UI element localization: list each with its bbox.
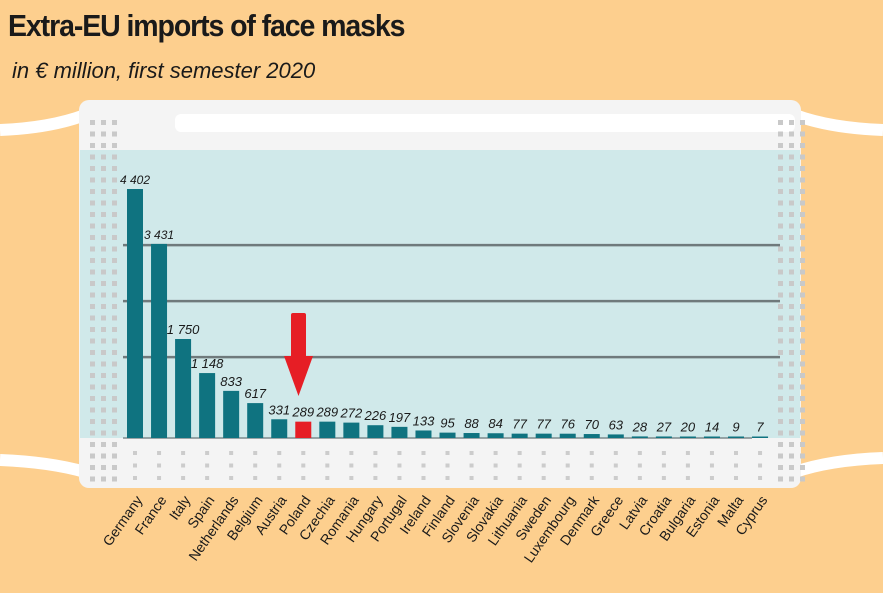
bar-finland (439, 432, 456, 438)
data-label: 3 431 (144, 228, 174, 242)
data-label: 4 402 (120, 173, 150, 187)
bar-luxembourg (559, 433, 576, 438)
data-label: 95 (440, 416, 455, 431)
bar-hungary (367, 425, 384, 438)
data-label: 7 (756, 420, 764, 435)
mask-strap-left-bottom (0, 454, 87, 478)
chart-subtitle: in € million, first semester 2020 (12, 58, 316, 83)
data-label: 20 (680, 420, 696, 435)
data-label: 9 (732, 420, 739, 435)
bar-portugal (391, 426, 408, 438)
data-label: 289 (315, 405, 338, 420)
bar-france (151, 243, 168, 438)
bar-croatia (655, 436, 672, 438)
data-label: 70 (585, 417, 600, 432)
data-label: 84 (488, 416, 502, 431)
data-label: 77 (512, 417, 527, 432)
data-label: 1 148 (191, 356, 224, 371)
bar-spain (199, 373, 216, 438)
bar-latvia (631, 436, 648, 438)
bar-germany (127, 189, 143, 438)
data-label: 28 (632, 419, 648, 434)
mask-strap-right-bottom (793, 452, 883, 478)
data-label: 1 750 (167, 322, 200, 337)
bar-cyprus (752, 436, 769, 438)
data-label: 833 (220, 374, 242, 389)
data-label: 226 (364, 408, 387, 423)
data-label: 77 (536, 417, 551, 432)
data-label: 14 (705, 420, 719, 435)
bar-czechia (319, 421, 336, 438)
mask-top-band (175, 114, 795, 132)
bar-romania (343, 422, 360, 438)
data-label: 289 (291, 405, 314, 420)
bar-lithuania (511, 433, 528, 438)
bar-slovakia (487, 433, 504, 438)
bar-belgium (247, 403, 264, 438)
bar-poland (295, 421, 312, 438)
bar-austria (271, 419, 288, 438)
bar-netherlands (223, 390, 240, 438)
data-label: 617 (244, 386, 266, 401)
bar-sweden (535, 433, 552, 438)
data-label: 88 (464, 416, 479, 431)
data-label: 331 (268, 402, 290, 417)
data-label: 133 (413, 413, 435, 428)
chart-title: Extra-EU imports of face masks (8, 8, 406, 43)
mask-strap-right-top (792, 109, 883, 136)
data-label: 272 (340, 406, 363, 421)
bar-denmark (583, 434, 600, 438)
data-label: 76 (560, 417, 575, 432)
bar-estonia (703, 436, 720, 438)
data-label: 197 (389, 410, 411, 425)
bar-ireland (415, 430, 432, 438)
bar-slovenia (463, 433, 480, 438)
highlight-arrow-icon (284, 313, 313, 396)
data-label: 27 (656, 419, 672, 434)
mask-strap-left-top (0, 109, 88, 136)
bar-bulgaria (679, 436, 696, 438)
bar-italy (175, 339, 192, 438)
data-label: 63 (609, 417, 624, 432)
bar-malta (728, 436, 744, 438)
mask-stitching (90, 120, 805, 482)
bar-greece (607, 434, 624, 438)
